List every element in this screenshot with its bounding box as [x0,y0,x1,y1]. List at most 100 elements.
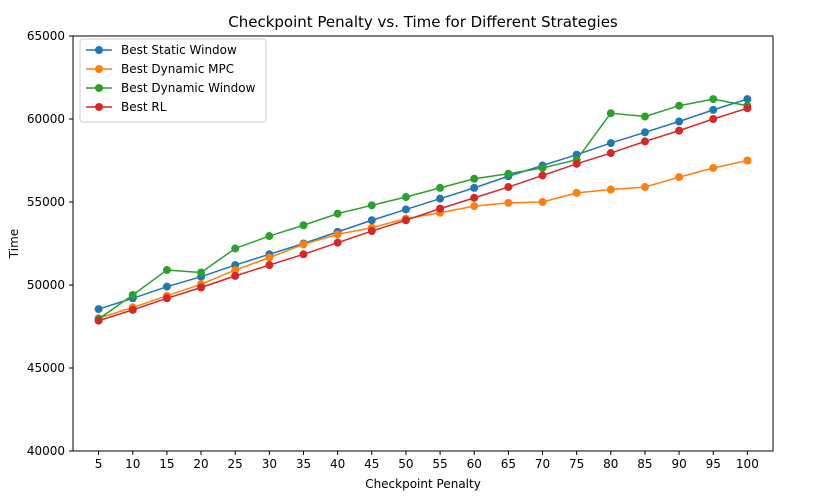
data-point [436,194,445,203]
data-point [265,261,274,270]
data-point [128,290,137,299]
data-point [401,193,410,202]
x-tick-label: 10 [125,457,140,471]
legend-label: Best Dynamic Window [121,81,256,95]
data-point [709,95,718,104]
legend-marker [95,84,103,92]
x-tick-label: 60 [467,457,482,471]
legend-label: Best RL [121,100,167,114]
data-point [333,230,342,239]
data-point [743,156,752,165]
data-point [470,183,479,192]
data-point [572,188,581,197]
data-point [436,204,445,213]
data-point [538,171,547,180]
data-point [265,253,274,262]
x-tick-label: 75 [569,457,584,471]
data-point [197,283,206,292]
data-point [265,232,274,241]
y-tick-label: 65000 [27,29,65,43]
data-point [709,115,718,123]
data-point [470,174,479,183]
plot-frame [72,35,774,452]
data-point [401,205,410,214]
data-point [94,316,103,325]
legend-label: Best Dynamic MPC [121,62,234,76]
y-tick-label: 45000 [27,361,65,375]
data-point [162,282,171,291]
x-tick-label: 15 [159,457,174,471]
series-line [98,98,748,310]
data-point [94,305,103,314]
data-point [231,244,240,253]
series-group [94,95,752,325]
data-point [606,185,615,194]
data-point [299,250,308,259]
y-tick-label: 60000 [27,112,65,126]
data-point [367,216,376,225]
legend-entry: Best Static Window [86,43,237,57]
data-point [333,238,342,247]
x-tick-label: 25 [228,457,243,471]
data-point [709,163,718,172]
x-tick-label: 80 [603,457,618,471]
data-point [606,139,615,148]
x-tick-label: 5 [95,457,103,471]
x-tick-label: 100 [736,457,759,471]
y-axis-title: Time [7,229,21,259]
data-point [367,201,376,210]
legend: Best Static Window Best Dynamic MPC Best D… [79,38,267,123]
data-point [538,198,547,206]
data-point [333,209,342,218]
x-tick-label: 90 [671,457,686,471]
series-line [98,98,748,320]
x-tick-label: 95 [706,457,721,471]
data-point [743,104,752,113]
data-point [640,183,649,192]
data-point [470,193,479,202]
x-tick-label: 30 [262,457,277,471]
data-point [675,101,684,110]
legend-marker [95,65,103,73]
data-point [436,183,445,192]
data-point [231,266,240,275]
y-axis-ticks: 40000 45000 50000 55000 60000 65000 [27,29,73,458]
x-tick-label: 70 [535,457,550,471]
data-point [743,95,752,104]
data-point [162,294,171,303]
x-tick-label: 40 [330,457,345,471]
y-tick-label: 40000 [27,444,65,458]
series-line [98,159,748,319]
x-tick-label: 35 [296,457,311,471]
data-point [709,105,718,114]
y-tick-label: 50000 [27,278,65,292]
legend-entry: Best Dynamic MPC [86,62,234,76]
data-point [606,149,615,158]
data-point [299,240,308,249]
data-point [640,128,649,137]
x-tick-label: 65 [501,457,516,471]
data-point [128,305,137,314]
series-line [98,107,748,322]
chart-title: Checkpoint Penalty vs. Time for Differen… [228,13,618,31]
data-point [572,159,581,168]
data-point [538,163,547,172]
legend-frame [79,38,267,123]
legend-marker [95,103,103,111]
legend-marker [95,46,103,54]
x-tick-label: 50 [398,457,413,471]
data-point [197,268,206,277]
data-point [675,173,684,182]
data-point [367,227,376,236]
x-axis-title: Checkpoint Penalty [365,477,481,491]
data-point [299,221,308,230]
data-point [504,198,513,207]
legend-label: Best Static Window [121,43,237,57]
legend-entry: Best RL [86,100,167,114]
data-point [640,112,649,121]
series-3 [94,104,752,325]
data-point [640,137,649,146]
data-point [504,169,513,178]
x-tick-label: 20 [193,457,208,471]
